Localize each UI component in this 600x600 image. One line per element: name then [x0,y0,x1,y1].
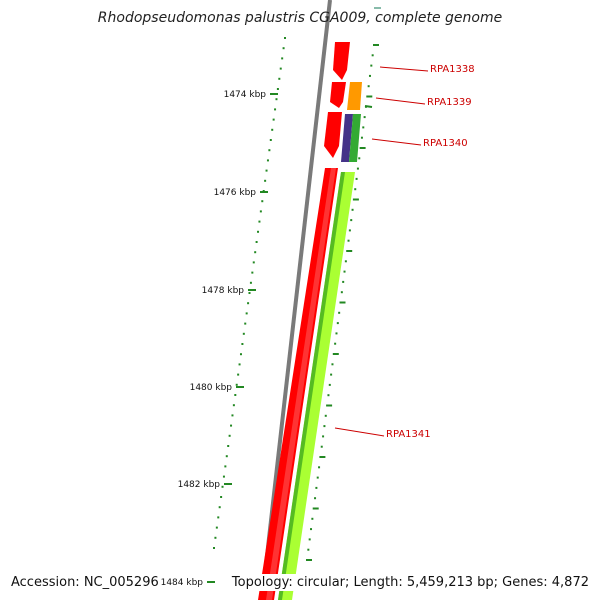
scale-label-1480: 1480 kbp [190,383,233,393]
gene-green-feature-tick [364,105,373,108]
gene-label-rpa1339[interactable]: RPA1339 [427,97,472,108]
scale-ticks [213,37,379,561]
gene-rpa1340-head[interactable] [324,112,342,158]
leader-line-rpa1340 [371,138,422,146]
scale-label-1474: 1474 kbp [224,90,267,100]
gene-rpa1341-edge [278,172,345,600]
leader-line-rpa1339 [375,97,426,105]
gene-rpa1339-arrow[interactable] [330,82,346,108]
gene-rpa1338-arrow[interactable] [333,42,350,80]
scale-label-1482: 1482 kbp [178,480,221,490]
gene-label-rpa1338[interactable]: RPA1338 [430,64,475,75]
genome-backbone [260,0,332,600]
topology-label: Topology: circular; Length: 5,459,213 bp… [229,574,591,591]
map-title: Rhodopseudomonas palustris CGA009, compl… [97,10,503,26]
leader-line-rpa1341 [334,427,385,437]
leader-line-rpa1338 [379,66,429,72]
scale-label-1476: 1476 kbp [214,188,257,198]
scale-labels: 1474 kbp 1476 kbp 1478 kbp 1480 kbp 1482 kbp… [161,90,278,588]
gene-labels: RPA1338 RPA1339 RPA1340 RPA1341 [334,64,475,440]
gene-label-rpa1340[interactable]: RPA1340 [423,138,468,149]
scale-label-1484: 1484 kbp [161,578,204,588]
gene-green-feature[interactable] [349,114,361,162]
gene-label-rpa1341[interactable]: RPA1341 [386,429,431,440]
scale-label-1478: 1478 kbp [202,286,245,296]
accession-label: Accession: NC_005296 [9,574,161,591]
gene-orange-feature[interactable] [347,82,362,110]
gene-rpa1340-highlight [266,168,336,600]
